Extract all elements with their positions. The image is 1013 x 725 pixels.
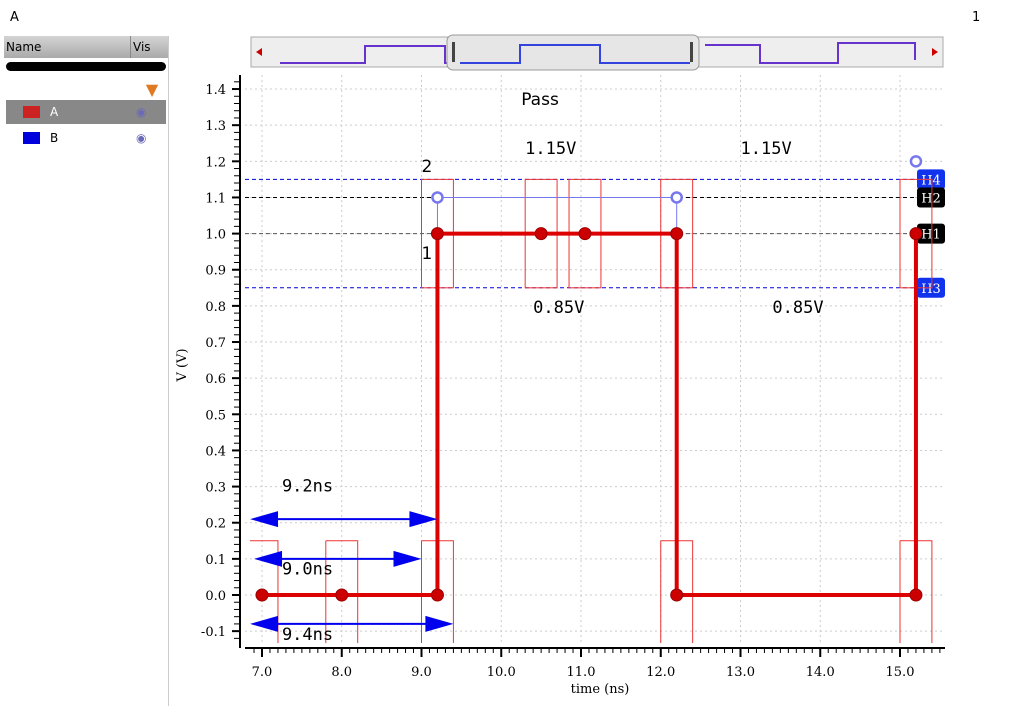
funnel-icon[interactable]: ▼ xyxy=(145,80,159,99)
y-tick-label: 1.3 xyxy=(205,119,226,134)
marker-label: H3 xyxy=(921,282,941,297)
series-b-line xyxy=(436,196,678,234)
y-tick-label: 0.4 xyxy=(205,444,226,459)
eye-icon[interactable]: ◉ xyxy=(136,105,147,119)
y-axis-label: V (V) xyxy=(175,348,190,382)
series-a-point xyxy=(534,227,548,241)
annotation: 0.85V xyxy=(533,298,584,318)
x-tick-label: 8.0 xyxy=(331,665,352,680)
y-tick-label: 1.4 xyxy=(205,83,226,98)
y-tick-label: 0.2 xyxy=(205,517,226,532)
y-tick-label: 0.6 xyxy=(205,372,226,387)
x-tick-label: 9.0 xyxy=(411,665,432,680)
x-tick-label: 11.0 xyxy=(567,665,596,680)
series-a-point xyxy=(335,588,349,602)
color-swatch xyxy=(23,132,40,144)
marker-label: H2 xyxy=(921,191,941,206)
mask-box xyxy=(900,540,933,643)
annotation: 1 xyxy=(422,244,433,264)
arrow-right-icon xyxy=(409,511,438,528)
marker-badge xyxy=(917,187,945,208)
series-a-point xyxy=(430,227,444,241)
measure-label: 9.2ns xyxy=(282,477,333,497)
eye-icon[interactable]: ◉ xyxy=(136,131,147,145)
page-number: 1 xyxy=(972,10,981,25)
scroll-thumb[interactable] xyxy=(446,34,700,71)
y-tick-label: 1.0 xyxy=(205,228,226,243)
annotation: 1.15V xyxy=(525,139,576,159)
x-tick-label: 14.0 xyxy=(806,665,835,680)
series-a-point xyxy=(909,588,923,602)
series-a-point xyxy=(909,227,923,241)
y-tick-label: 0.3 xyxy=(205,481,226,496)
scroll-right-icon[interactable] xyxy=(932,48,938,56)
y-tick-label: 0.0 xyxy=(205,589,226,604)
y-tick-label: 0.7 xyxy=(205,336,226,351)
x-tick-label: 10.0 xyxy=(487,665,516,680)
mask-box xyxy=(325,540,359,643)
filter-bar[interactable] xyxy=(6,62,166,71)
arrow-left-icon xyxy=(254,550,283,567)
signal-panel: Name Vis ▼ A ◉ B ◉ xyxy=(4,36,169,706)
arrow-left-icon xyxy=(250,511,279,528)
signal-name: B xyxy=(50,131,59,145)
x-tick-label: 15.0 xyxy=(886,665,915,680)
signal-row-a[interactable]: A ◉ xyxy=(6,100,166,124)
series-b-point xyxy=(909,155,923,168)
marker-label: H1 xyxy=(921,228,941,243)
series-a-point xyxy=(670,227,684,241)
y-tick-label: -0.1 xyxy=(201,625,226,640)
measure-label: 9.0ns xyxy=(282,560,333,580)
series-a-point xyxy=(578,227,592,241)
x-axis-label: time (ns) xyxy=(571,682,630,697)
y-tick-label: 0.8 xyxy=(205,300,226,315)
y-tick-label: 0.9 xyxy=(205,264,226,279)
x-tick-label: 12.0 xyxy=(646,665,675,680)
marker-label: H4 xyxy=(921,173,941,188)
chart-title: Pass xyxy=(521,90,559,110)
window-title: A xyxy=(10,10,19,25)
mask-box xyxy=(660,540,694,643)
mask-box xyxy=(421,540,454,643)
mask-box xyxy=(250,540,279,643)
annotation: 1.15V xyxy=(741,139,792,159)
signal-name: A xyxy=(50,105,59,119)
arrow-right-icon xyxy=(425,615,454,632)
annotation: 0.85V xyxy=(772,298,823,318)
measure-label: 9.4ns xyxy=(282,625,333,645)
annotation: 2 xyxy=(422,157,433,177)
scroll-left-icon[interactable] xyxy=(256,48,262,56)
series-a-point xyxy=(670,588,684,602)
arrow-right-icon xyxy=(393,550,422,567)
panel-header: Name Vis xyxy=(4,36,168,58)
signal-row-b[interactable]: B ◉ xyxy=(6,126,166,150)
y-tick-label: 1.1 xyxy=(205,191,226,206)
color-swatch xyxy=(23,106,40,118)
column-vis[interactable]: Vis xyxy=(133,40,151,54)
series-b-point xyxy=(670,191,683,204)
y-tick-label: 0.1 xyxy=(205,553,226,568)
column-name[interactable]: Name xyxy=(4,36,131,58)
overview-scrollbar[interactable] xyxy=(250,34,944,71)
marker-badge xyxy=(917,223,945,244)
series-a-point xyxy=(430,588,444,602)
x-tick-label: 7.0 xyxy=(252,665,273,680)
series-a-point xyxy=(255,588,269,602)
x-tick-label: 13.0 xyxy=(726,665,755,680)
y-tick-label: 1.2 xyxy=(205,155,226,170)
y-tick-label: 0.5 xyxy=(205,408,226,423)
series-b-point xyxy=(431,191,444,204)
arrow-left-icon xyxy=(250,615,279,632)
